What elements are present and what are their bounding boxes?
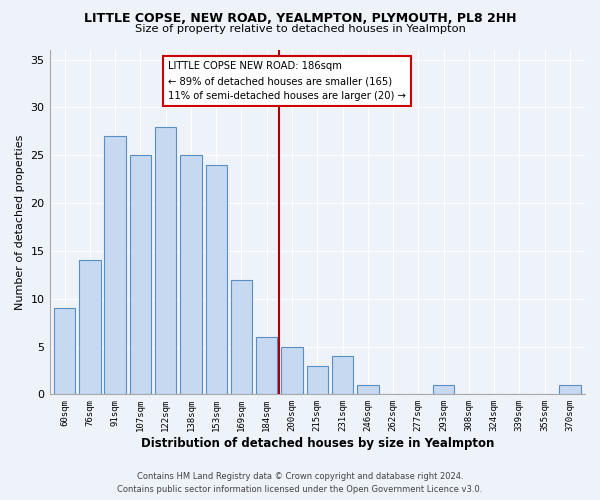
Bar — [307, 366, 328, 394]
Y-axis label: Number of detached properties: Number of detached properties — [15, 134, 25, 310]
Bar — [130, 155, 151, 394]
Text: Contains HM Land Registry data © Crown copyright and database right 2024.
Contai: Contains HM Land Registry data © Crown c… — [118, 472, 482, 494]
Text: LITTLE COPSE, NEW ROAD, YEALMPTON, PLYMOUTH, PL8 2HH: LITTLE COPSE, NEW ROAD, YEALMPTON, PLYMO… — [84, 12, 516, 26]
Bar — [231, 280, 252, 394]
Bar — [104, 136, 126, 394]
Bar — [206, 165, 227, 394]
Text: LITTLE COPSE NEW ROAD: 186sqm
← 89% of detached houses are smaller (165)
11% of : LITTLE COPSE NEW ROAD: 186sqm ← 89% of d… — [168, 62, 406, 101]
Bar — [281, 346, 303, 395]
Bar — [79, 260, 101, 394]
Bar — [155, 126, 176, 394]
X-axis label: Distribution of detached houses by size in Yealmpton: Distribution of detached houses by size … — [140, 437, 494, 450]
Bar — [54, 308, 76, 394]
Bar — [180, 155, 202, 394]
Bar — [433, 385, 454, 394]
Bar — [256, 337, 277, 394]
Bar — [357, 385, 379, 394]
Bar — [332, 356, 353, 395]
Bar — [559, 385, 581, 394]
Text: Size of property relative to detached houses in Yealmpton: Size of property relative to detached ho… — [134, 24, 466, 34]
